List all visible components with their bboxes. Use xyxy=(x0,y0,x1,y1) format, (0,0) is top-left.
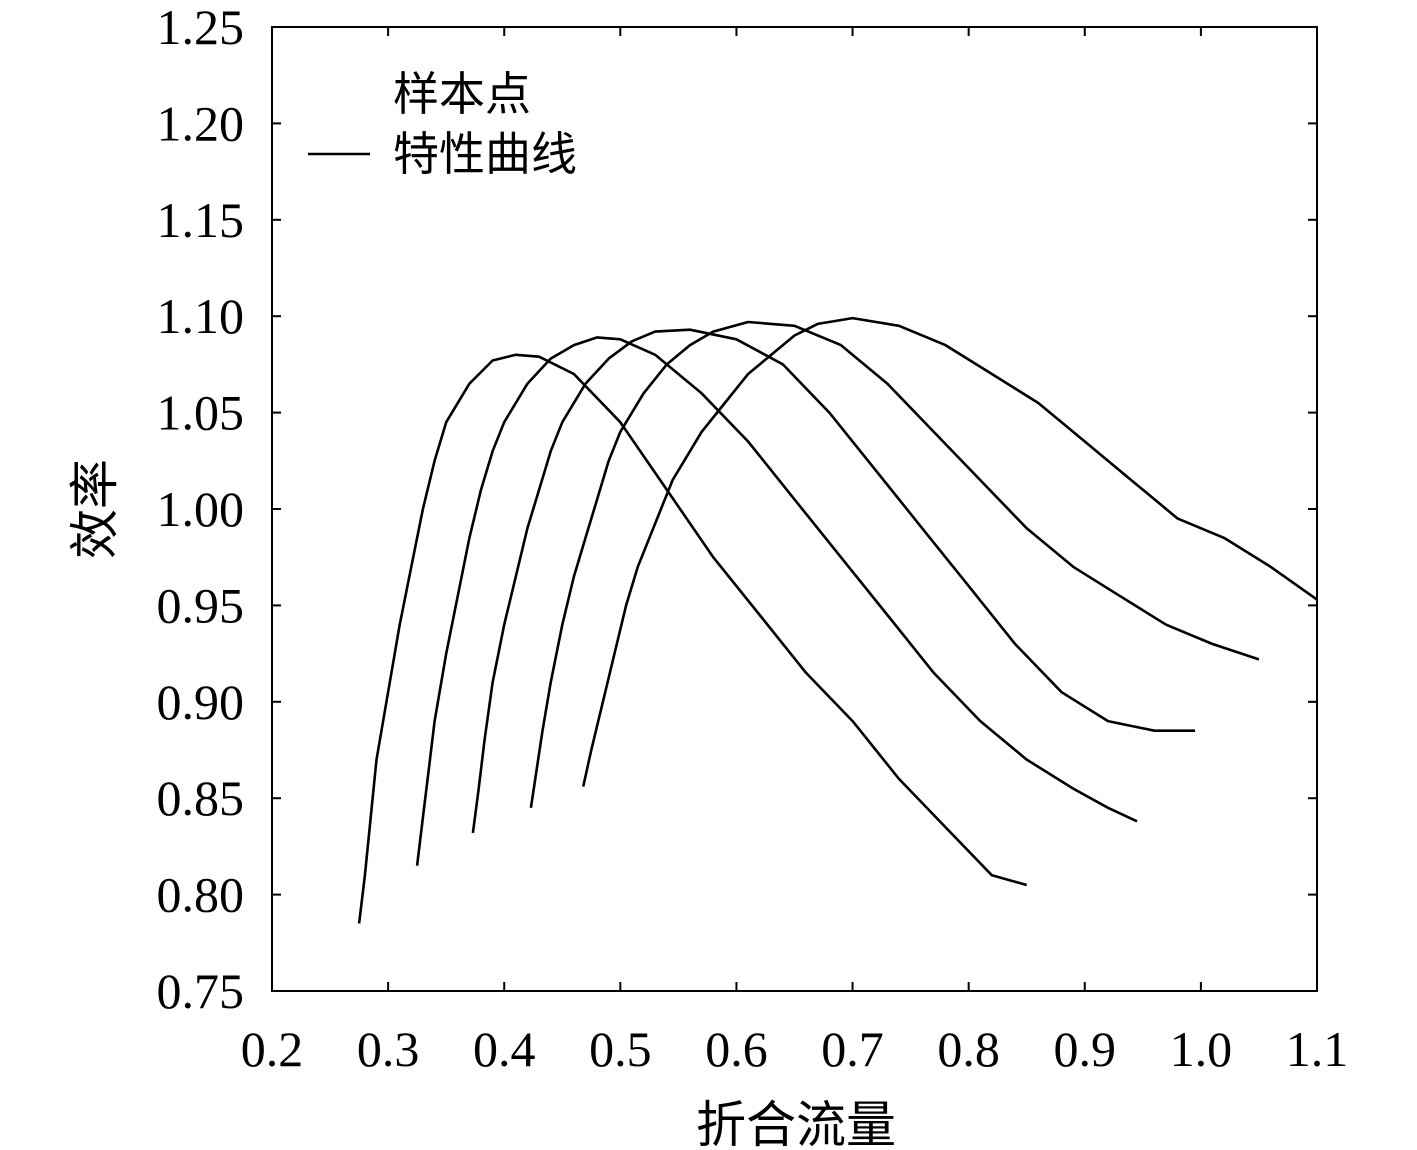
x-tick-label: 0.6 xyxy=(705,1021,768,1077)
series-1 xyxy=(353,348,1033,930)
y-tick-label: 0.95 xyxy=(157,577,245,633)
characteristic-curve xyxy=(471,328,1196,834)
series-3 xyxy=(466,323,1202,839)
x-tick-label: 0.2 xyxy=(241,1021,304,1077)
x-axis-title: 折合流量 xyxy=(696,1097,896,1150)
characteristic-curve xyxy=(529,320,1260,808)
characteristic-curve xyxy=(415,336,1138,866)
characteristic-curve xyxy=(581,316,1318,787)
series-2 xyxy=(411,331,1143,872)
x-tick-label: 0.9 xyxy=(1054,1021,1117,1077)
x-tick-label: 0.5 xyxy=(589,1021,652,1077)
y-tick-label: 0.90 xyxy=(157,674,245,730)
series-layer xyxy=(353,312,1323,930)
axis-ticks: 0.2 0.3 0.4 0.5 0.6 0.7 0.8 0.9 1.0 1.1 0.75 0.80 0.… xyxy=(157,0,1349,1077)
x-tick-label: 1.0 xyxy=(1170,1021,1233,1077)
series-5 xyxy=(577,312,1323,793)
legend-marker-samples xyxy=(337,87,349,99)
y-tick-label: 0.80 xyxy=(157,867,245,923)
y-tick-label: 1.05 xyxy=(157,385,245,441)
characteristic-curve xyxy=(357,353,1028,924)
x-tick-label: 0.8 xyxy=(937,1021,1000,1077)
x-tick-label: 0.4 xyxy=(473,1021,536,1077)
legend: 样本点 特性曲线 xyxy=(308,69,577,180)
legend-label-samples: 样本点 xyxy=(393,69,531,120)
y-tick-label: 0.85 xyxy=(157,770,245,826)
x-tick-label: 0.3 xyxy=(357,1021,420,1077)
y-tick-label: 0.75 xyxy=(157,963,245,1019)
y-tick-label: 1.10 xyxy=(157,288,245,344)
x-tick-label: 0.7 xyxy=(821,1021,884,1077)
legend-label-curve: 特性曲线 xyxy=(393,129,577,180)
y-tick-label: 1.00 xyxy=(157,481,245,537)
y-tick-label: 1.15 xyxy=(157,192,245,248)
y-tick-label: 1.20 xyxy=(157,95,245,151)
series-4 xyxy=(524,316,1265,814)
x-tick-label: 1.1 xyxy=(1286,1021,1349,1077)
y-tick-label: 1.25 xyxy=(157,0,245,55)
y-axis-title: 效率 xyxy=(67,459,123,559)
